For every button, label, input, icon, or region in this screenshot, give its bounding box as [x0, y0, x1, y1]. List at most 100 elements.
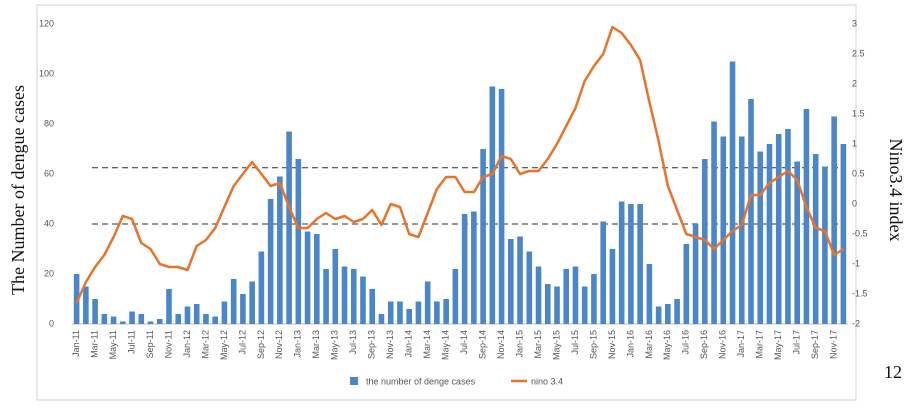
- bar: [110, 316, 117, 324]
- bar: [822, 166, 828, 324]
- y2-tick-label: 1: [852, 138, 857, 148]
- bar: [766, 144, 773, 324]
- y2-tick-label: 0.5: [852, 168, 865, 178]
- y-tick-label: 80: [44, 118, 54, 128]
- bar: [452, 269, 459, 324]
- line: [75, 25, 845, 304]
- x-tick-label: Mar-14: [422, 330, 432, 359]
- legend-swatch: [350, 377, 358, 385]
- page-number: 12: [884, 362, 902, 382]
- bar: [304, 231, 311, 324]
- bar: [332, 249, 339, 324]
- bar: [73, 274, 80, 324]
- bar: [129, 311, 135, 324]
- x-tick-label: Jul-13: [348, 330, 358, 355]
- bar: [665, 304, 671, 324]
- x-tick-label: Nov-11: [163, 330, 173, 358]
- bar: [609, 249, 616, 324]
- bar: [554, 286, 560, 324]
- bar: [341, 266, 348, 324]
- bar: [572, 266, 579, 324]
- y2-tick-label: -2: [852, 318, 860, 328]
- y-tick-label: 40: [44, 218, 54, 228]
- x-tick-label: Sep-15: [588, 330, 598, 359]
- bar: [203, 314, 209, 324]
- bar: [646, 264, 653, 324]
- bar: [415, 301, 422, 324]
- x-tick-label: Mar-11: [89, 330, 99, 358]
- x-tick-label: Jul-17: [792, 330, 802, 355]
- x-tick-label: Mar-17: [755, 330, 765, 359]
- bar: [360, 276, 366, 324]
- bar: [166, 289, 172, 324]
- y2-tick-label: 2.5: [852, 48, 865, 58]
- bar: [831, 116, 837, 324]
- bar: [138, 314, 145, 324]
- bar: [406, 309, 412, 324]
- bar: [147, 321, 154, 324]
- x-tick-label: May-15: [551, 330, 561, 360]
- y2-tick-label: 2: [852, 78, 857, 88]
- y-axis-label: The Number of dengue cases: [8, 85, 28, 295]
- chart-frame: [36, 4, 857, 401]
- bar: [156, 319, 163, 324]
- x-tick-label: Mar-12: [200, 330, 210, 359]
- bar: [249, 281, 255, 324]
- bar: [83, 286, 89, 324]
- x-tick-label: Sep-13: [367, 330, 377, 359]
- bar: [628, 204, 634, 324]
- bar: [692, 224, 699, 324]
- bar: [600, 221, 606, 324]
- bar: [748, 99, 754, 324]
- x-tick-label: Jan-11: [71, 330, 81, 357]
- bar: [655, 306, 662, 324]
- x-tick-label: May-12: [219, 330, 229, 360]
- x-tick-label: May-11: [108, 330, 118, 359]
- x-tick-label: Jan-15: [514, 330, 524, 358]
- bar: [471, 211, 477, 324]
- bar: [120, 321, 126, 324]
- y-tick-label: 60: [44, 168, 54, 178]
- bar: [720, 136, 727, 324]
- bar: [92, 299, 98, 324]
- bar: [350, 269, 357, 324]
- bar: [581, 286, 588, 324]
- x-tick-label: Nov-12: [274, 330, 284, 359]
- y-tick-label: 100: [39, 68, 54, 78]
- bar: [184, 306, 191, 324]
- bar: [461, 214, 468, 324]
- bar: [794, 161, 800, 324]
- bar: [711, 121, 717, 324]
- x-tick-label: Jul-11: [126, 330, 136, 354]
- bar: [258, 251, 265, 324]
- bar: [544, 284, 551, 324]
- bar: [267, 199, 274, 324]
- x-tick-label: Nov-16: [718, 330, 728, 359]
- bar: [387, 301, 394, 324]
- bar: [729, 61, 736, 324]
- bar: [369, 289, 376, 324]
- bar: [286, 131, 292, 324]
- bar: [240, 294, 246, 324]
- x-tick-label: May-17: [773, 330, 783, 360]
- bar: [397, 301, 403, 324]
- y2-tick-label: -1.5: [852, 288, 868, 298]
- bar: [535, 266, 542, 324]
- y-tick-label: 120: [39, 18, 54, 28]
- bar: [323, 269, 329, 324]
- bar: [175, 314, 182, 324]
- bar: [563, 269, 570, 324]
- bar: [230, 279, 237, 324]
- y2-tick-label: 3: [852, 18, 857, 28]
- x-tick-label: Jan-12: [182, 330, 192, 358]
- x-tick-label: Jul-12: [237, 330, 247, 355]
- x-tick-label: Sep-17: [810, 330, 820, 359]
- legend-label: the number of denge cases: [366, 376, 476, 386]
- x-tick-label: May-13: [330, 330, 340, 360]
- bar: [193, 304, 200, 324]
- y2-tick-label: 1.5: [852, 108, 865, 118]
- bar: [803, 109, 810, 324]
- bar: [775, 134, 782, 324]
- y2-axis-label: Nino3.4 index: [886, 139, 906, 242]
- x-tick-label: Jan-13: [293, 330, 303, 358]
